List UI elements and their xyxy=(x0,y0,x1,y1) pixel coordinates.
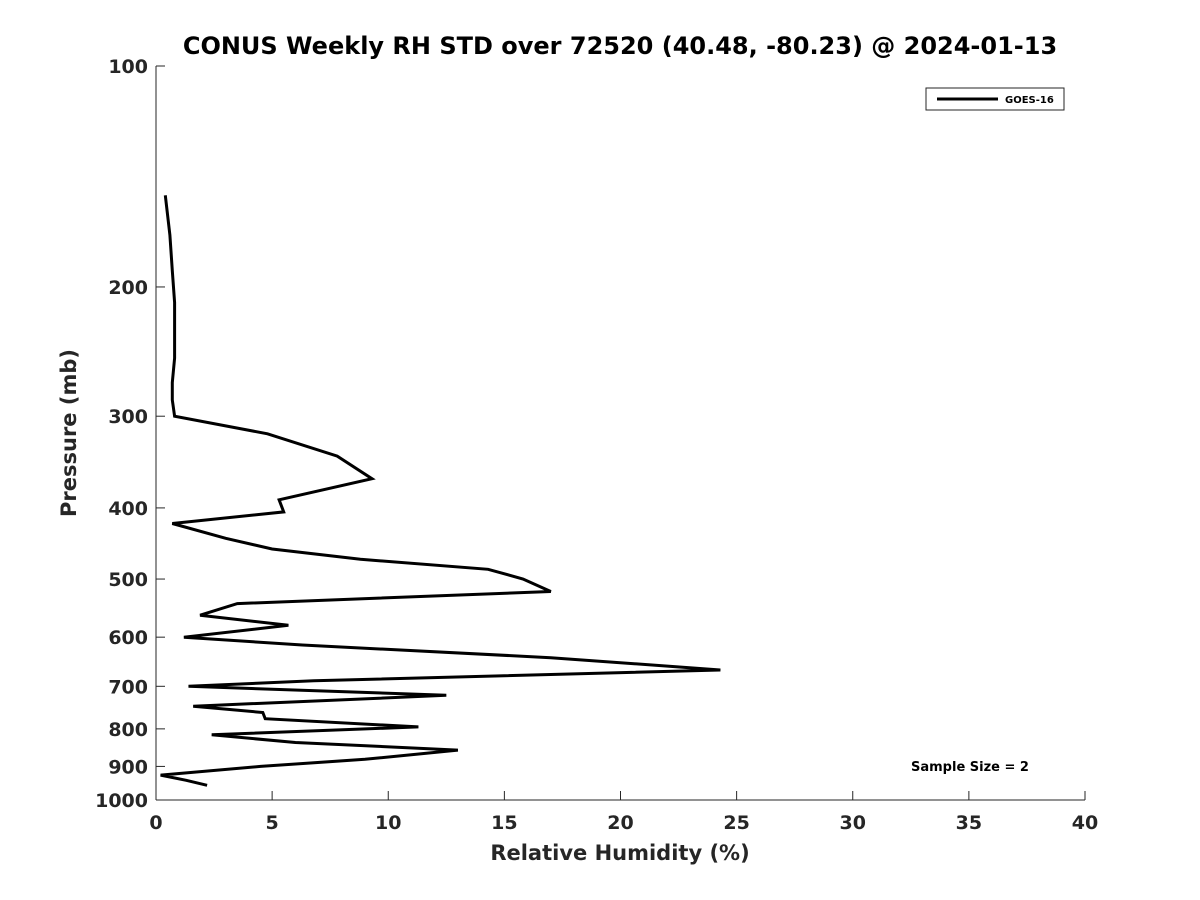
y-tick-label: 900 xyxy=(108,756,148,778)
y-tick-label: 600 xyxy=(108,627,148,649)
x-tick-label: 40 xyxy=(1072,812,1098,834)
x-tick-label: 5 xyxy=(266,812,279,834)
chart-title: CONUS Weekly RH STD over 72520 (40.48, -… xyxy=(183,32,1057,60)
series-layer xyxy=(160,195,721,787)
x-tick-label: 25 xyxy=(723,812,749,834)
y-tick-label: 200 xyxy=(108,277,148,299)
legend-label: GOES-16 xyxy=(1005,95,1054,106)
y-tick-label: 400 xyxy=(108,498,148,520)
x-tick-label: 30 xyxy=(840,812,866,834)
x-tick-label: 0 xyxy=(149,812,162,834)
x-tick-label: 35 xyxy=(956,812,982,834)
y-tick-label: 500 xyxy=(108,569,148,591)
series-line-goes-16 xyxy=(160,195,721,787)
y-ticks: 100 200 300 400 500 600 700 800 900 1000 xyxy=(95,56,165,812)
y-tick-label: 100 xyxy=(108,56,148,78)
y-axis-label: Pressure (mb) xyxy=(57,349,81,517)
y-tick-label: 700 xyxy=(108,676,148,698)
y-tick-label: 1000 xyxy=(95,790,148,812)
x-tick-label: 10 xyxy=(375,812,401,834)
sample-size-annotation: Sample Size = 2 xyxy=(911,760,1029,775)
y-tick-label: 300 xyxy=(108,406,148,428)
x-ticks: 0 5 10 15 20 25 30 35 40 xyxy=(149,791,1098,834)
legend: GOES-16 xyxy=(925,87,1065,111)
x-tick-label: 20 xyxy=(607,812,633,834)
x-tick-label: 15 xyxy=(491,812,517,834)
y-tick-label: 800 xyxy=(108,719,148,741)
x-axis-label: Relative Humidity (%) xyxy=(490,841,749,865)
